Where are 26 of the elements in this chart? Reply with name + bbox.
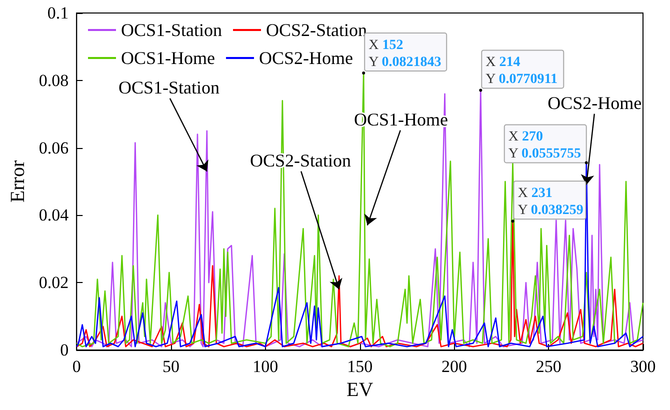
x-tick-label: 100 bbox=[252, 357, 278, 376]
y-tick-label: 0.06 bbox=[38, 138, 69, 158]
legend-label: OCS2-Home bbox=[259, 48, 354, 68]
y-tick-label: 0.02 bbox=[38, 273, 69, 292]
y-tick-label: 0.1 bbox=[47, 4, 69, 22]
x-tick-label: 200 bbox=[441, 357, 467, 376]
legend-label: OCS1-Station bbox=[121, 20, 222, 40]
annotation: OCS1-Station bbox=[118, 78, 220, 98]
annotation: X 214 Y 0.0770911 bbox=[486, 55, 558, 88]
x-tick-label: 300 bbox=[630, 357, 656, 376]
y-tick-label: 0.08 bbox=[38, 70, 69, 90]
x-axis-title: EV bbox=[346, 378, 374, 401]
x-tick-label: 50 bbox=[162, 357, 180, 376]
annotation: X 152 Y 0.0821843 bbox=[368, 38, 442, 70]
annotation: OCS2-Home bbox=[548, 92, 642, 113]
legend-label: OCS2-Station bbox=[266, 20, 368, 40]
y-tick-label: 0.04 bbox=[38, 206, 70, 225]
x-tick-label: 250 bbox=[536, 357, 562, 376]
x-tick-label: 150 bbox=[347, 357, 373, 376]
x-tick-label: 0 bbox=[72, 357, 81, 376]
line-series bbox=[76, 220, 644, 348]
annotation: X 231 Y 0.038259 bbox=[518, 186, 584, 218]
y-tick-label: 0 bbox=[60, 340, 69, 360]
y-axis-title: Error bbox=[7, 160, 29, 203]
legend-label: OCS1-Home bbox=[121, 48, 216, 68]
annotation: X 270 Y 0.0555755 bbox=[508, 130, 581, 162]
